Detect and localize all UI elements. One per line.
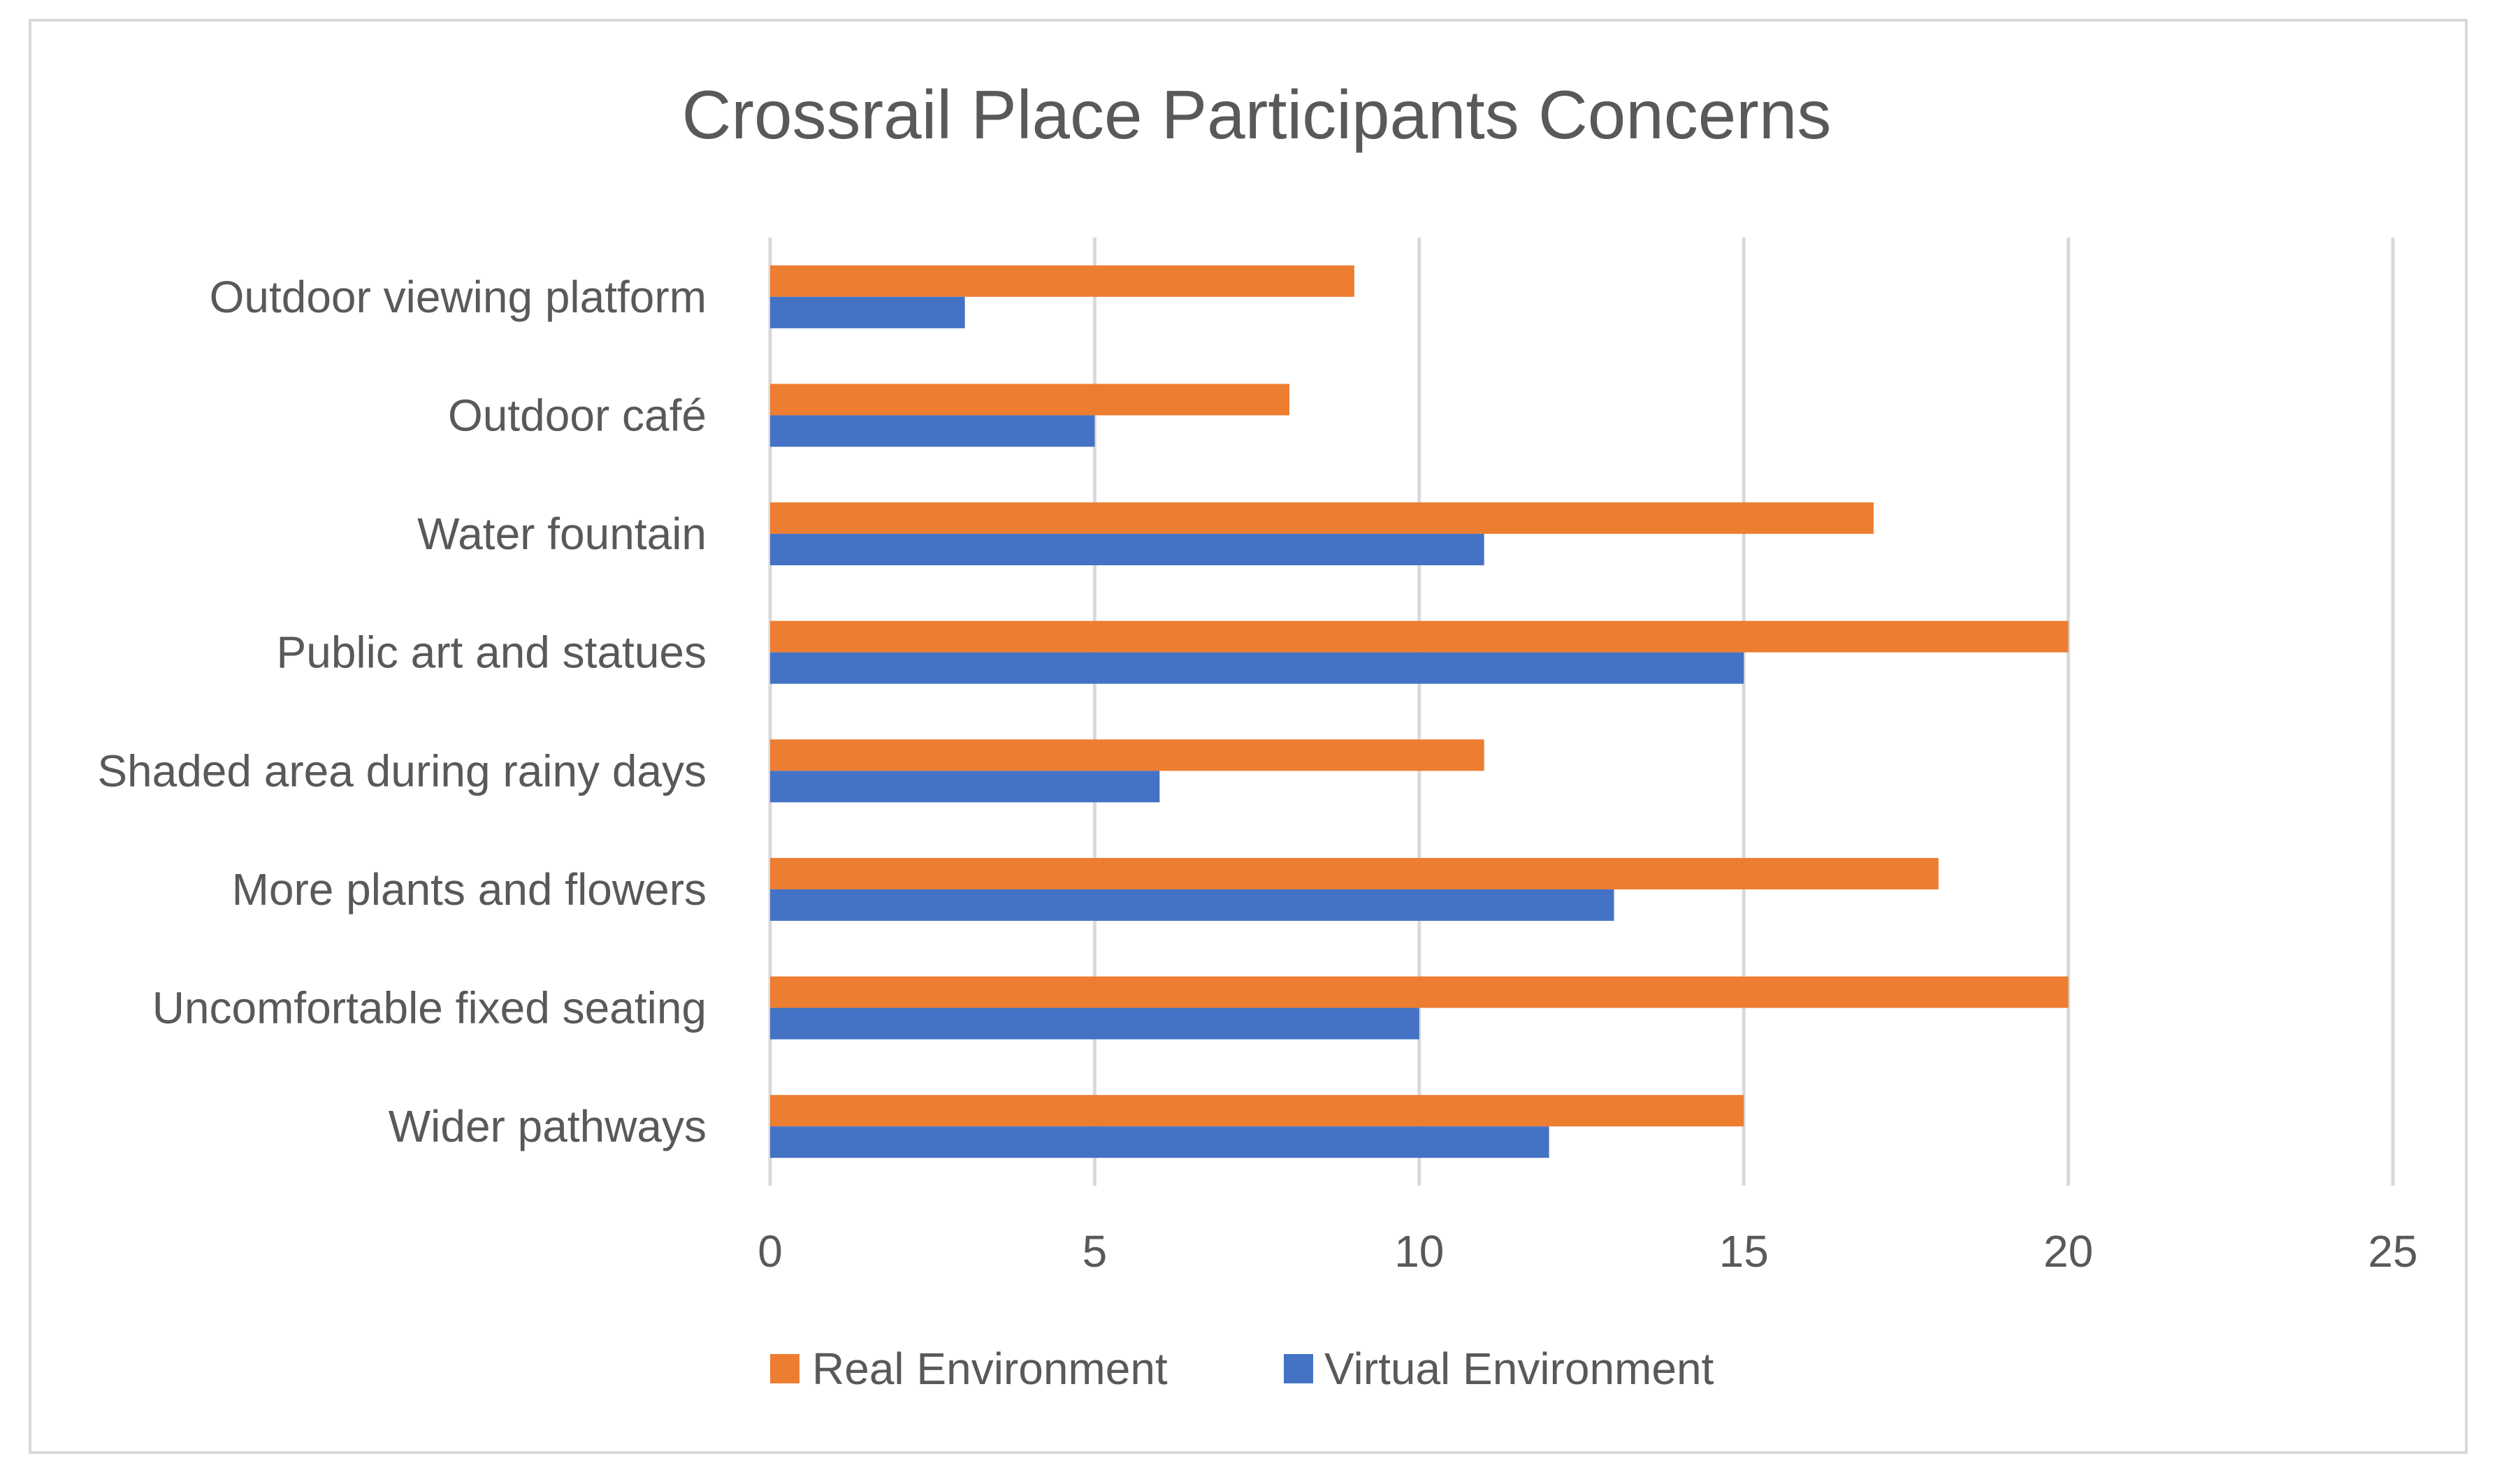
legend: Real Environment Virtual Environment bbox=[770, 1344, 1714, 1394]
legend-swatch-real bbox=[770, 1354, 799, 1383]
category-label: Public art and statues bbox=[277, 627, 707, 678]
bar-real-1 bbox=[770, 384, 1290, 416]
x-tick-label: 15 bbox=[1719, 1226, 1769, 1276]
category-label: Uncomfortable fixed seating bbox=[152, 983, 707, 1033]
bar-real-3 bbox=[770, 620, 2069, 653]
gridlines bbox=[768, 238, 2395, 1186]
category-label: Outdoor café bbox=[448, 390, 707, 440]
bar-real-0 bbox=[770, 265, 1354, 297]
bar-virtual-3 bbox=[770, 652, 1744, 684]
chart-title: Crossrail Place Participants Concerns bbox=[682, 76, 1832, 153]
bar-real-2 bbox=[770, 502, 1874, 534]
x-tick-label: 25 bbox=[2368, 1226, 2417, 1276]
bar-real-6 bbox=[770, 976, 2069, 1008]
x-axis-tick-labels: 0 5 10 15 20 25 bbox=[758, 1226, 2417, 1276]
category-label: Shaded area during rainy days bbox=[97, 745, 707, 796]
category-label: Outdoor viewing platform bbox=[210, 272, 707, 322]
x-tick-label: 5 bbox=[1083, 1226, 1108, 1276]
bar-real-7 bbox=[770, 1095, 1744, 1127]
bar-virtual-4 bbox=[770, 771, 1160, 803]
bar-virtual-2 bbox=[770, 534, 1484, 566]
bar-virtual-0 bbox=[770, 296, 965, 328]
bar-virtual-5 bbox=[770, 889, 1614, 921]
legend-label-virtual: Virtual Environment bbox=[1324, 1344, 1714, 1394]
category-label: More plants and flowers bbox=[232, 864, 707, 915]
x-tick-label: 10 bbox=[1394, 1226, 1444, 1276]
category-labels: Outdoor viewing platform Outdoor café Wate… bbox=[97, 272, 707, 1151]
x-tick-label: 20 bbox=[2043, 1226, 2093, 1276]
category-label: Wider pathways bbox=[389, 1101, 707, 1151]
legend-label-real: Real Environment bbox=[812, 1344, 1168, 1394]
x-tick-label: 0 bbox=[758, 1226, 783, 1276]
bar-virtual-6 bbox=[770, 1007, 1419, 1040]
bar-virtual-1 bbox=[770, 415, 1095, 447]
bar-real-4 bbox=[770, 739, 1484, 771]
legend-swatch-virtual bbox=[1284, 1354, 1313, 1383]
chart-area bbox=[29, 19, 2468, 1454]
bar-real-5 bbox=[770, 857, 1939, 889]
bars bbox=[770, 265, 2069, 1158]
category-label: Water fountain bbox=[417, 509, 707, 559]
bar-virtual-7 bbox=[770, 1126, 1549, 1158]
